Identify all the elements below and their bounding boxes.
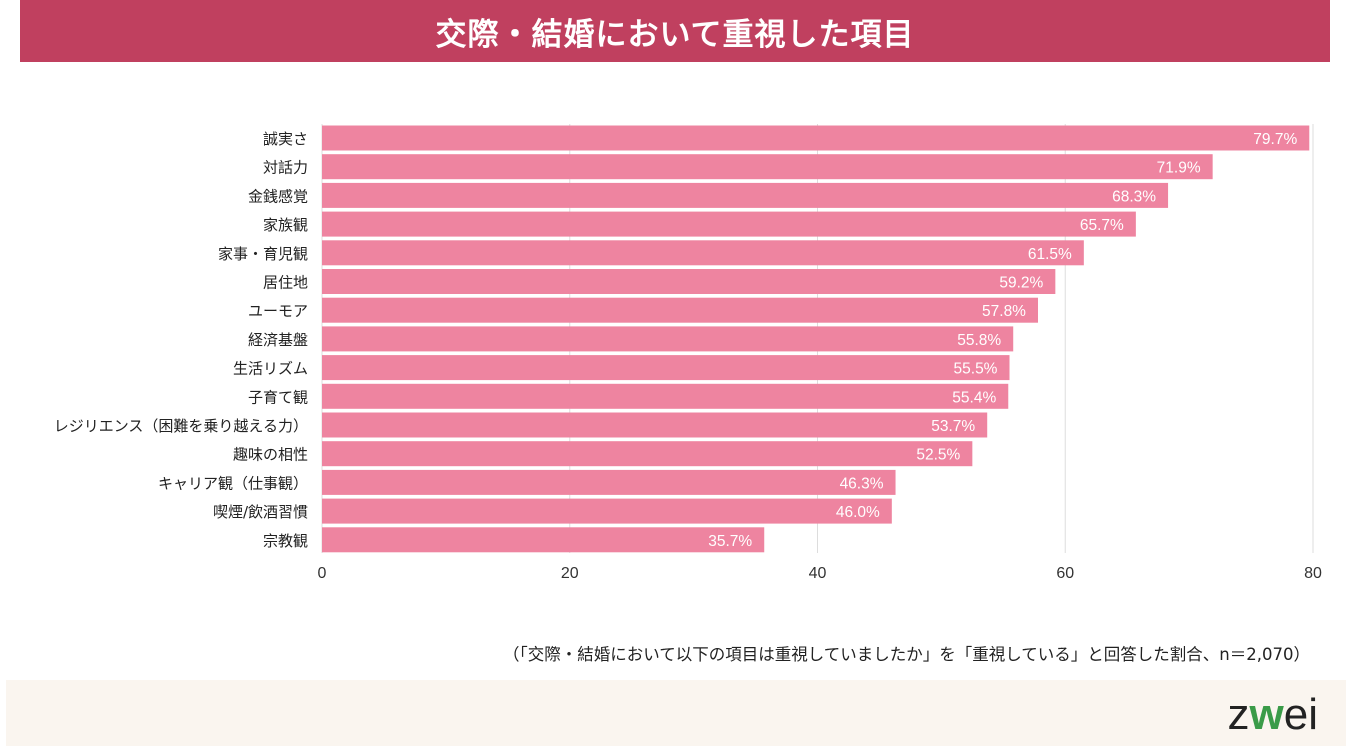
data-label: 68.3% — [1112, 188, 1156, 205]
bar — [322, 211, 1136, 237]
data-label: 61.5% — [1028, 246, 1072, 263]
category-label: 家族観 — [263, 216, 308, 234]
x-tick-label: 80 — [1304, 565, 1322, 582]
category-label: 子育て観 — [248, 388, 308, 406]
data-label: 46.0% — [836, 504, 880, 521]
category-label: 生活リズム — [233, 360, 308, 378]
bar — [322, 240, 1084, 266]
data-label: 55.8% — [957, 332, 1001, 349]
bar — [322, 297, 1038, 323]
category-label: 宗教観 — [263, 532, 308, 550]
x-tick-label: 0 — [318, 565, 327, 582]
data-label: 71.9% — [1157, 160, 1201, 177]
data-label: 79.7% — [1253, 131, 1297, 148]
data-label: 59.2% — [999, 275, 1043, 292]
category-label: 対話力 — [263, 159, 308, 177]
bar — [322, 412, 988, 438]
x-tick-label: 20 — [561, 565, 579, 582]
data-label: 53.7% — [931, 418, 975, 435]
bar — [322, 383, 1009, 409]
data-label: 55.4% — [952, 389, 996, 406]
category-label: 喫煙/飲酒習慣 — [213, 503, 308, 521]
bar-chart: 0 20 40 60 80 誠実さ 79.7% 対話力 71.9% 金銭感覚 68.3% 家族観 65.… — [54, 124, 1322, 582]
category-label: キャリア観（仕事観） — [158, 474, 308, 492]
data-label: 57.8% — [982, 303, 1026, 320]
bar — [322, 125, 1310, 151]
data-label: 52.5% — [916, 447, 960, 464]
footer-band: z w ei — [6, 680, 1346, 746]
category-label: 家事・育児観 — [218, 245, 308, 263]
bar — [322, 441, 973, 467]
footnote: （「交際・結婚において以下の項目は重視していましたか」を「重視している」と回答し… — [503, 645, 1310, 664]
bar — [322, 182, 1169, 208]
data-label: 55.5% — [954, 361, 998, 378]
zwei-logo: z w ei — [1227, 690, 1318, 739]
bar — [322, 154, 1213, 180]
bar — [322, 326, 1014, 352]
chart-title: 交際・結婚において重視した項目 — [20, 0, 1330, 62]
bar — [322, 527, 765, 553]
x-tick-label: 60 — [1056, 565, 1074, 582]
category-label: ユーモア — [248, 302, 308, 320]
bar — [322, 355, 1010, 381]
category-label: 趣味の相性 — [233, 446, 308, 464]
bar — [322, 269, 1056, 294]
data-label: 46.3% — [840, 475, 884, 492]
category-label: レジリエンス（困難を乗り越える力） — [54, 417, 308, 435]
data-label: 65.7% — [1080, 217, 1124, 234]
category-label: 経済基盤 — [248, 331, 308, 349]
data-label: 35.7% — [708, 533, 752, 550]
category-label: 誠実さ — [263, 130, 308, 148]
bar — [322, 469, 896, 495]
bar — [322, 498, 892, 524]
x-tick-label: 40 — [809, 565, 827, 582]
category-label: 金銭感覚 — [248, 187, 308, 205]
category-label: 居住地 — [263, 274, 308, 292]
